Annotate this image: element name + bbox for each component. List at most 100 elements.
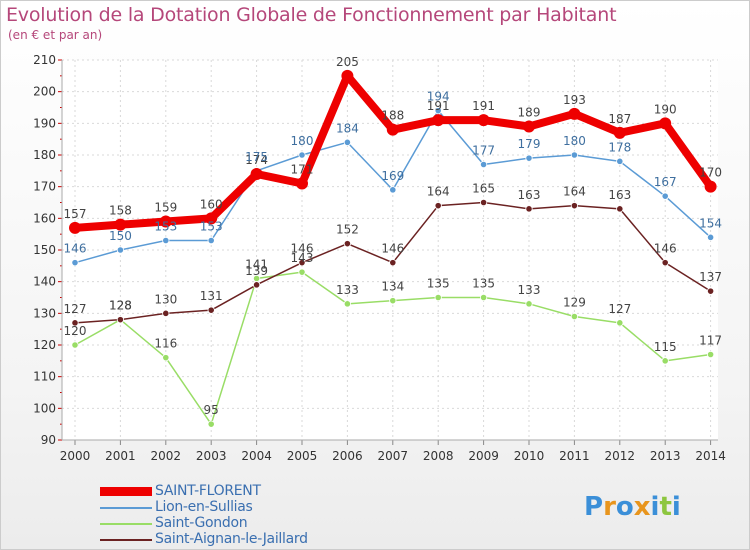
- logo-letter: i: [671, 492, 681, 522]
- data-point-saint-aignan-le-jaillard: [570, 202, 579, 210]
- data-label-saint-aignan-le-jaillard: 131: [200, 289, 223, 303]
- data-label-saint-florent: 158: [109, 204, 132, 218]
- data-point-saint-gondon: [525, 300, 533, 308]
- x-tick-label: 2000: [60, 449, 91, 463]
- data-point-lion-en-sullias: [661, 192, 669, 200]
- y-tick-label: 160: [33, 211, 56, 225]
- data-point-saint-aignan-le-jaillard: [706, 287, 715, 295]
- y-tick-label: 210: [33, 53, 56, 67]
- data-label-saint-gondon: 134: [381, 280, 404, 294]
- data-label-lion-en-sullias: 179: [518, 137, 541, 151]
- data-label-saint-gondon: 143: [291, 251, 314, 265]
- data-point-saint-florent: [568, 107, 581, 120]
- y-tick-label: 110: [33, 370, 56, 384]
- data-point-saint-aignan-le-jaillard: [253, 281, 261, 289]
- data-point-saint-aignan-le-jaillard: [616, 205, 624, 213]
- x-tick-label: 2010: [514, 449, 545, 463]
- data-label-saint-florent: 187: [608, 112, 631, 126]
- data-label-lion-en-sullias: 167: [654, 175, 677, 189]
- data-point-lion-en-sullias: [616, 157, 624, 165]
- data-label-saint-aignan-le-jaillard: 128: [109, 299, 132, 313]
- data-label-saint-aignan-le-jaillard: 165: [472, 182, 495, 196]
- data-label-lion-en-sullias: 150: [109, 229, 132, 243]
- legend-swatch-lion-en-sullias: [100, 507, 152, 509]
- data-label-saint-gondon: 128: [109, 299, 132, 313]
- data-label-saint-gondon: 141: [245, 258, 268, 272]
- chart-subtitle: (en € et par an): [8, 28, 103, 42]
- data-label-lion-en-sullias: 154: [699, 216, 722, 230]
- data-point-lion-en-sullias: [71, 259, 79, 267]
- x-tick-label: 2008: [423, 449, 454, 463]
- data-point-saint-aignan-le-jaillard: [343, 240, 351, 248]
- data-label-saint-aignan-le-jaillard: 146: [291, 242, 314, 256]
- data-point-lion-en-sullias: [570, 151, 579, 159]
- data-label-lion-en-sullias: 153: [154, 220, 177, 234]
- data-point-saint-aignan-le-jaillard: [661, 259, 669, 267]
- x-tick-label: 2005: [287, 449, 318, 463]
- logo-letter: o: [615, 492, 634, 522]
- data-label-saint-florent: 189: [518, 106, 541, 120]
- data-point-saint-gondon: [570, 312, 579, 321]
- data-point-saint-aignan-le-jaillard: [207, 306, 215, 314]
- y-tick-label: 150: [33, 243, 56, 257]
- data-label-saint-florent: 159: [154, 201, 177, 215]
- data-point-saint-florent: [432, 114, 445, 127]
- data-label-saint-florent: 171: [291, 163, 314, 177]
- data-point-saint-aignan-le-jaillard: [116, 316, 125, 324]
- data-point-saint-gondon: [162, 354, 170, 362]
- data-point-lion-en-sullias: [116, 246, 125, 254]
- y-tick-label: 180: [33, 148, 56, 162]
- data-label-saint-florent: 170: [699, 166, 722, 180]
- data-point-saint-gondon: [298, 268, 306, 276]
- data-point-saint-gondon: [479, 293, 488, 302]
- data-label-saint-aignan-le-jaillard: 164: [427, 185, 450, 199]
- legend-swatch-saint-gondon: [100, 523, 152, 525]
- legend-swatch-saint-aignan-le-jaillard: [100, 539, 152, 541]
- data-label-saint-gondon: 95: [204, 403, 219, 417]
- y-tick-label: 140: [33, 275, 56, 289]
- data-point-saint-aignan-le-jaillard: [389, 259, 397, 267]
- data-label-lion-en-sullias: 180: [291, 134, 314, 148]
- data-label-saint-florent: 174: [245, 153, 268, 167]
- data-point-saint-aignan-le-jaillard: [298, 259, 306, 267]
- data-point-lion-en-sullias: [389, 186, 397, 194]
- data-point-saint-florent: [704, 180, 717, 193]
- data-label-saint-florent: 191: [472, 99, 495, 113]
- x-tick-label: 2012: [605, 449, 636, 463]
- data-label-saint-aignan-le-jaillard: 139: [245, 264, 268, 278]
- x-tick-label: 2003: [196, 449, 227, 463]
- chart-title: Evolution de la Dotation Globale de Fonc…: [6, 4, 617, 26]
- data-label-saint-gondon: 127: [608, 302, 631, 316]
- data-point-saint-florent: [523, 120, 535, 133]
- data-point-saint-gondon: [616, 319, 624, 327]
- data-point-lion-en-sullias: [343, 138, 351, 146]
- data-label-saint-florent: 191: [427, 99, 450, 113]
- y-tick-label: 100: [33, 401, 56, 415]
- data-label-lion-en-sullias: 153: [200, 220, 223, 234]
- logo-letter: t: [659, 492, 672, 522]
- data-label-saint-aignan-le-jaillard: 137: [699, 270, 722, 284]
- data-label-saint-gondon: 115: [654, 340, 677, 354]
- data-label-saint-florent: 190: [654, 102, 677, 116]
- data-point-saint-aignan-le-jaillard: [162, 309, 170, 317]
- data-point-saint-florent: [386, 123, 399, 136]
- data-point-saint-gondon: [434, 293, 442, 302]
- data-label-lion-en-sullias: 175: [245, 150, 268, 164]
- x-tick-label: 2009: [468, 449, 499, 463]
- data-label-saint-gondon: 120: [64, 324, 87, 338]
- x-tick-label: 2011: [559, 449, 590, 463]
- data-point-saint-florent: [114, 218, 127, 231]
- data-label-saint-florent: 205: [336, 55, 359, 69]
- data-label-lion-en-sullias: 180: [563, 134, 586, 148]
- y-tick-label: 170: [33, 180, 56, 194]
- y-tick-label: 90: [41, 433, 56, 447]
- data-point-saint-aignan-le-jaillard: [71, 319, 79, 327]
- x-tick-label: 2001: [105, 449, 136, 463]
- data-point-lion-en-sullias: [479, 160, 488, 169]
- x-tick-label: 2007: [378, 449, 409, 463]
- data-point-saint-aignan-le-jaillard: [479, 198, 488, 207]
- data-point-saint-gondon: [389, 297, 397, 305]
- data-label-saint-aignan-le-jaillard: 163: [608, 188, 631, 202]
- data-point-lion-en-sullias: [207, 236, 215, 245]
